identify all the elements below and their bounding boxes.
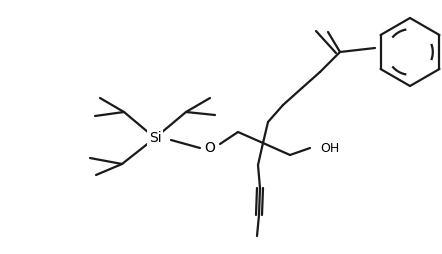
Text: O: O: [205, 141, 215, 155]
Text: OH: OH: [320, 141, 339, 154]
Text: Si: Si: [149, 131, 161, 145]
